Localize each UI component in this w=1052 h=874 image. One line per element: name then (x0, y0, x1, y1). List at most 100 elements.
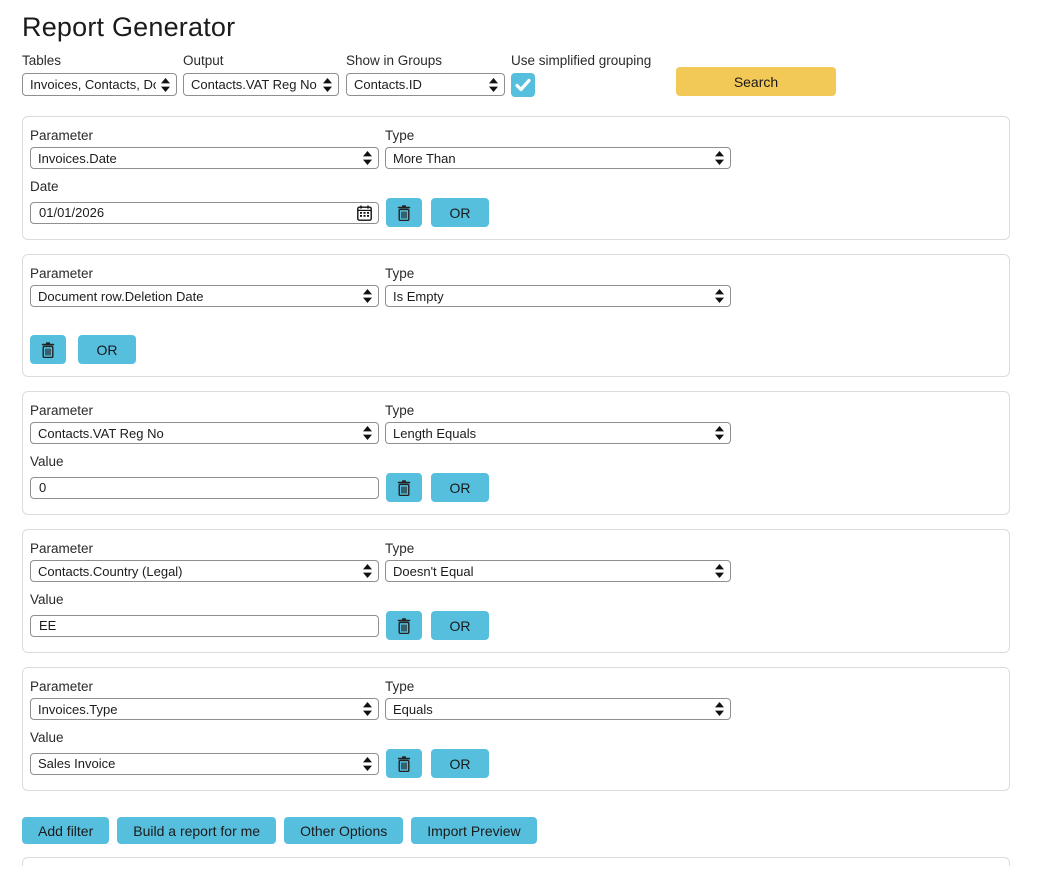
parameter-select-value: Contacts.Country (Legal) (38, 563, 183, 579)
trash-icon (397, 204, 411, 221)
date-label: Date (30, 179, 59, 194)
or-button[interactable]: OR (78, 335, 136, 364)
select-arrows-icon (362, 150, 373, 166)
parameter-select[interactable]: Invoices.Type (30, 698, 379, 720)
parameter-label: Parameter (30, 266, 94, 281)
parameter-select[interactable]: Document row.Deletion Date (30, 285, 379, 307)
parameter-select[interactable]: Contacts.VAT Reg No (30, 422, 379, 444)
parameter-select-value: Invoices.Date (38, 150, 117, 166)
parameter-label: Parameter (30, 128, 94, 143)
output-label: Output (183, 53, 224, 68)
output-select-value: Contacts.VAT Reg No, C (191, 77, 318, 92)
select-arrows-icon (714, 425, 725, 441)
type-label: Type (385, 679, 415, 694)
type-select-value: Length Equals (393, 425, 477, 441)
show-in-groups-label: Show in Groups (346, 53, 443, 68)
type-select[interactable]: Is Empty (385, 285, 731, 307)
or-button[interactable]: OR (431, 749, 489, 778)
parameter-select-value: Contacts.VAT Reg No (38, 425, 164, 441)
select-arrows-icon (714, 563, 725, 579)
parameter-select-value: Invoices.Type (38, 701, 118, 717)
tables-select[interactable]: Invoices, Contacts, Docu (22, 73, 177, 96)
build-report-button[interactable]: Build a report for me (117, 817, 277, 844)
calendar-icon[interactable] (357, 205, 372, 221)
select-arrows-icon (362, 756, 373, 772)
checkmark-icon (515, 78, 531, 92)
select-arrows-icon (362, 425, 373, 441)
select-arrows-icon (160, 77, 171, 93)
value-label: Value (30, 454, 64, 469)
delete-filter-button[interactable] (386, 198, 422, 227)
parameter-select-value: Document row.Deletion Date (38, 288, 204, 304)
select-arrows-icon (362, 288, 373, 304)
parameter-label: Parameter (30, 541, 94, 556)
type-label: Type (385, 541, 415, 556)
select-arrows-icon (362, 701, 373, 717)
value-select-value: Sales Invoice (38, 756, 116, 771)
actions-bar: Add filter Build a report for me Other O… (22, 817, 1032, 844)
value-input[interactable] (30, 476, 379, 499)
type-select-value: More Than (393, 150, 456, 166)
show-in-groups-select[interactable]: Contacts.ID (346, 73, 505, 96)
value-label: Value (30, 730, 64, 745)
page-title: Report Generator (22, 12, 236, 42)
parameter-select[interactable]: Invoices.Date (30, 147, 379, 169)
parameter-label: Parameter (30, 403, 94, 418)
filter-card-3: Parameter Contacts.VAT Reg No Type Lengt… (22, 391, 1010, 515)
delete-filter-button[interactable] (386, 749, 422, 778)
value-label: Value (30, 592, 64, 607)
type-select[interactable]: Equals (385, 698, 731, 720)
select-arrows-icon (322, 77, 333, 93)
add-filter-button[interactable]: Add filter (22, 817, 110, 844)
tables-field: Tables Invoices, Contacts, Docu (22, 53, 177, 96)
results-panel-partial (22, 857, 1010, 866)
type-select-value: Doesn't Equal (393, 563, 474, 579)
delete-filter-button[interactable] (30, 335, 66, 364)
or-button[interactable]: OR (431, 611, 489, 640)
type-select-value: Equals (393, 701, 433, 717)
trash-icon (397, 755, 411, 772)
trash-icon (397, 479, 411, 496)
tables-label: Tables (22, 53, 62, 68)
delete-filter-button[interactable] (386, 473, 422, 502)
type-select[interactable]: Doesn't Equal (385, 560, 731, 582)
or-button[interactable]: OR (431, 473, 489, 502)
simplified-grouping-field: Use simplified grouping (511, 53, 656, 97)
trash-icon (41, 341, 55, 358)
report-generator-page: Report Generator Tables Invoices, Contac… (22, 12, 1032, 866)
select-arrows-icon (714, 701, 725, 717)
import-preview-button[interactable]: Import Preview (411, 817, 537, 844)
filter-card-2: Parameter Document row.Deletion Date Typ… (22, 254, 1010, 377)
type-label: Type (385, 128, 415, 143)
output-field: Output Contacts.VAT Reg No, C (183, 53, 339, 96)
search-button[interactable]: Search (676, 67, 836, 96)
date-input[interactable] (30, 201, 379, 224)
value-select[interactable]: Sales Invoice (30, 752, 379, 775)
other-options-button[interactable]: Other Options (284, 817, 404, 844)
show-in-groups-select-value: Contacts.ID (354, 77, 422, 92)
output-select[interactable]: Contacts.VAT Reg No, C (183, 73, 339, 96)
delete-filter-button[interactable] (386, 611, 422, 640)
filter-card-1: Parameter Invoices.Date Type More Than (22, 116, 1010, 240)
value-input[interactable] (30, 614, 379, 637)
type-select[interactable]: Length Equals (385, 422, 731, 444)
type-label: Type (385, 266, 415, 281)
trash-icon (397, 617, 411, 634)
select-arrows-icon (714, 288, 725, 304)
type-select[interactable]: More Than (385, 147, 731, 169)
toolbar: Tables Invoices, Contacts, Docu Output C… (22, 53, 1032, 97)
simplified-grouping-label: Use simplified grouping (511, 53, 652, 68)
simplified-grouping-checkbox[interactable] (511, 73, 535, 97)
select-arrows-icon (488, 77, 499, 93)
select-arrows-icon (714, 150, 725, 166)
parameter-select[interactable]: Contacts.Country (Legal) (30, 560, 379, 582)
show-in-groups-field: Show in Groups Contacts.ID (346, 53, 505, 96)
filter-card-4: Parameter Contacts.Country (Legal) Type … (22, 529, 1010, 653)
parameter-label: Parameter (30, 679, 94, 694)
select-arrows-icon (362, 563, 373, 579)
type-select-value: Is Empty (393, 288, 444, 304)
or-button[interactable]: OR (431, 198, 489, 227)
filter-card-5: Parameter Invoices.Type Type Equals (22, 667, 1010, 791)
type-label: Type (385, 403, 415, 418)
tables-select-value: Invoices, Contacts, Docu (30, 77, 156, 92)
